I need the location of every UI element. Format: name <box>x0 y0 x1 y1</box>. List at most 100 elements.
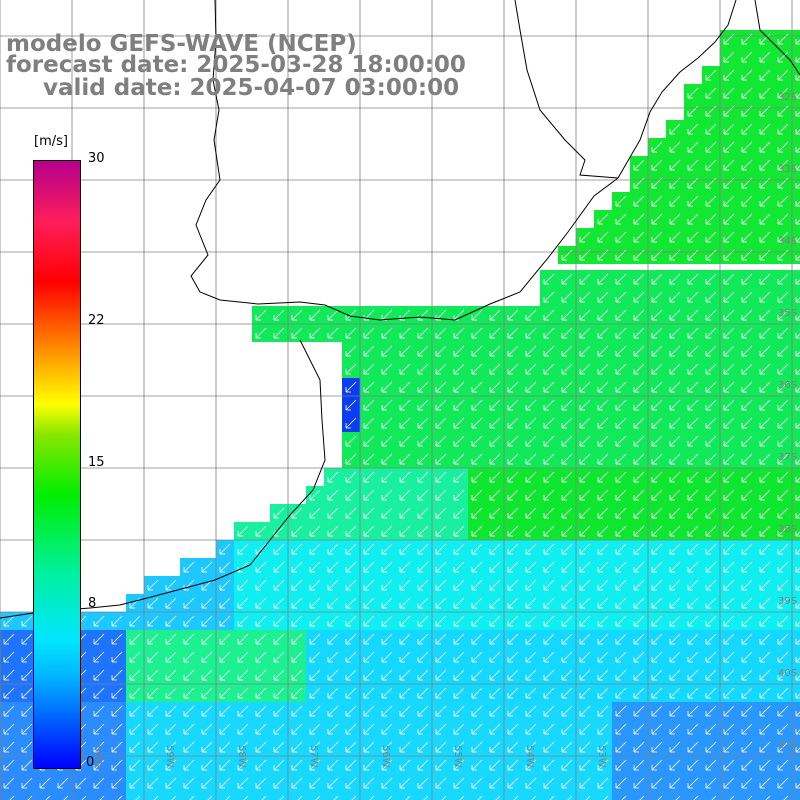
wind-arrow <box>147 741 159 753</box>
wind-arrow <box>597 705 609 717</box>
wind-arrow <box>165 723 177 735</box>
wind-arrow <box>57 777 69 789</box>
wind-arrow <box>741 705 753 717</box>
wind-arrow <box>687 489 699 501</box>
wind-arrow <box>615 273 627 285</box>
wind-arrow <box>705 381 717 393</box>
wind-arrow <box>219 633 231 645</box>
wind-arrow <box>291 579 303 591</box>
wind-arrow <box>279 795 285 800</box>
wind-arrow <box>21 723 33 735</box>
wind-arrow <box>363 363 375 375</box>
wind-arrow <box>795 711 800 717</box>
wind-arrow <box>705 363 717 375</box>
wind-arrow <box>453 651 465 663</box>
wind-arrow <box>795 459 800 465</box>
wind-arrow <box>705 213 717 225</box>
wind-arrow <box>255 651 267 663</box>
wind-arrow <box>435 723 447 735</box>
wind-arrow <box>471 741 483 753</box>
wind-arrow <box>597 399 609 411</box>
wind-arrow <box>273 561 285 573</box>
wind-arrow <box>759 159 771 171</box>
wind-arrow <box>471 363 483 375</box>
wind-arrow <box>129 597 141 609</box>
wind-arrow <box>777 123 789 135</box>
wind-arrow <box>633 489 645 501</box>
wind-arrow <box>399 633 411 645</box>
wind-arrow <box>561 363 573 375</box>
wind-arrow <box>651 363 663 375</box>
wind-arrow <box>561 309 573 321</box>
wind-arrow <box>129 759 141 771</box>
wind-arrow <box>417 777 429 789</box>
wind-arrow <box>777 327 789 339</box>
wind-arrow <box>615 291 627 303</box>
wind-arrow <box>129 777 141 789</box>
wind-arrow <box>723 231 735 243</box>
wind-arrow <box>351 795 357 800</box>
wind-arrow <box>489 381 501 393</box>
wind-arrow <box>777 669 789 681</box>
wind-arrow <box>345 399 357 411</box>
wind-arrow <box>795 279 800 285</box>
wind-arrow <box>723 417 735 429</box>
wind-arrow <box>39 777 51 789</box>
wind-arrow <box>291 651 303 663</box>
wind-arrow <box>561 507 573 519</box>
wind-arrow <box>471 381 483 393</box>
wind-arrow <box>657 795 663 800</box>
wind-arrow <box>543 669 555 681</box>
wind-arrow <box>363 669 375 681</box>
wind-arrow <box>345 777 357 789</box>
wind-arrow <box>633 777 645 789</box>
wind-arrow <box>741 543 753 555</box>
wind-arrow <box>471 309 483 321</box>
wind-arrow <box>777 291 789 303</box>
wind-arrow <box>21 777 33 789</box>
wind-arrow <box>633 615 645 627</box>
wind-speed-cell <box>180 792 198 800</box>
wind-arrow <box>723 777 735 789</box>
wind-arrow <box>723 705 735 717</box>
wind-arrow <box>399 471 411 483</box>
wind-arrow <box>345 633 357 645</box>
wind-arrow <box>345 687 357 699</box>
wind-arrow <box>669 615 681 627</box>
wind-arrow <box>597 579 609 591</box>
wind-arrow <box>723 399 735 411</box>
wind-arrow <box>705 435 717 447</box>
wind-arrow <box>579 615 591 627</box>
wind-arrow <box>291 309 303 321</box>
wind-arrow <box>777 159 789 171</box>
wind-arrow <box>219 705 231 717</box>
wind-speed-cell <box>612 792 630 800</box>
wind-arrow <box>471 507 483 519</box>
wind-arrow <box>777 615 789 627</box>
wind-arrow <box>687 87 699 99</box>
wind-arrow <box>741 69 753 81</box>
wind-arrow <box>615 471 627 483</box>
wind-arrow <box>291 777 303 789</box>
wind-arrow <box>327 309 339 321</box>
wind-arrow <box>471 435 483 447</box>
wind-arrow <box>201 669 213 681</box>
wind-arrow <box>471 669 483 681</box>
wind-arrow <box>525 687 537 699</box>
wind-arrow <box>723 381 735 393</box>
wind-arrow <box>561 579 573 591</box>
wind-arrow <box>363 723 375 735</box>
wind-arrow <box>507 399 519 411</box>
wind-arrow <box>597 777 609 789</box>
wind-arrow <box>723 669 735 681</box>
wind-arrow <box>399 489 411 501</box>
wind-arrow <box>435 471 447 483</box>
wind-arrow <box>579 417 591 429</box>
wind-arrow <box>273 651 285 663</box>
wind-arrow <box>795 351 800 357</box>
wind-arrow <box>765 795 771 800</box>
wind-arrow <box>453 381 465 393</box>
wind-arrow <box>219 597 231 609</box>
wind-arrow <box>525 525 537 537</box>
wind-arrow <box>759 69 771 81</box>
